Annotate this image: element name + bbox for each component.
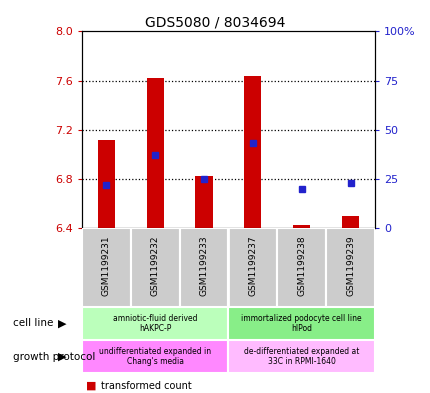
Text: ▶: ▶ [58, 352, 67, 362]
Text: transformed count: transformed count [101, 381, 192, 391]
Text: growth protocol: growth protocol [13, 352, 95, 362]
Text: de-differentiated expanded at
33C in RPMI-1640: de-differentiated expanded at 33C in RPM… [243, 347, 359, 366]
Bar [228, 340, 374, 373]
Text: ▶: ▶ [58, 318, 67, 328]
Text: GSM1199239: GSM1199239 [345, 235, 354, 296]
Bar [341, 216, 358, 228]
Bar [82, 307, 228, 340]
Text: GSM1199233: GSM1199233 [199, 235, 208, 296]
Text: cell line: cell line [13, 318, 53, 328]
Bar [98, 140, 114, 228]
Text: GSM1199237: GSM1199237 [248, 235, 257, 296]
Bar [82, 228, 130, 307]
Bar [228, 228, 276, 307]
Text: GDS5080 / 8034694: GDS5080 / 8034694 [145, 16, 285, 30]
Bar [82, 340, 228, 373]
Bar [195, 176, 212, 228]
Bar [130, 228, 179, 307]
Bar [179, 228, 228, 307]
Text: GSM1199238: GSM1199238 [297, 235, 305, 296]
Bar [276, 228, 326, 307]
Bar [292, 226, 310, 228]
Bar [326, 228, 374, 307]
Text: amniotic-fluid derived
hAKPC-P: amniotic-fluid derived hAKPC-P [113, 314, 197, 333]
Text: GSM1199231: GSM1199231 [101, 235, 111, 296]
Bar [228, 307, 374, 340]
Text: undifferentiated expanded in
Chang's media: undifferentiated expanded in Chang's med… [99, 347, 211, 366]
Bar [244, 76, 261, 228]
Text: immortalized podocyte cell line
hIPod: immortalized podocyte cell line hIPod [241, 314, 361, 333]
Text: GSM1199232: GSM1199232 [150, 235, 159, 296]
Bar [146, 78, 163, 228]
Text: ■: ■ [86, 381, 96, 391]
